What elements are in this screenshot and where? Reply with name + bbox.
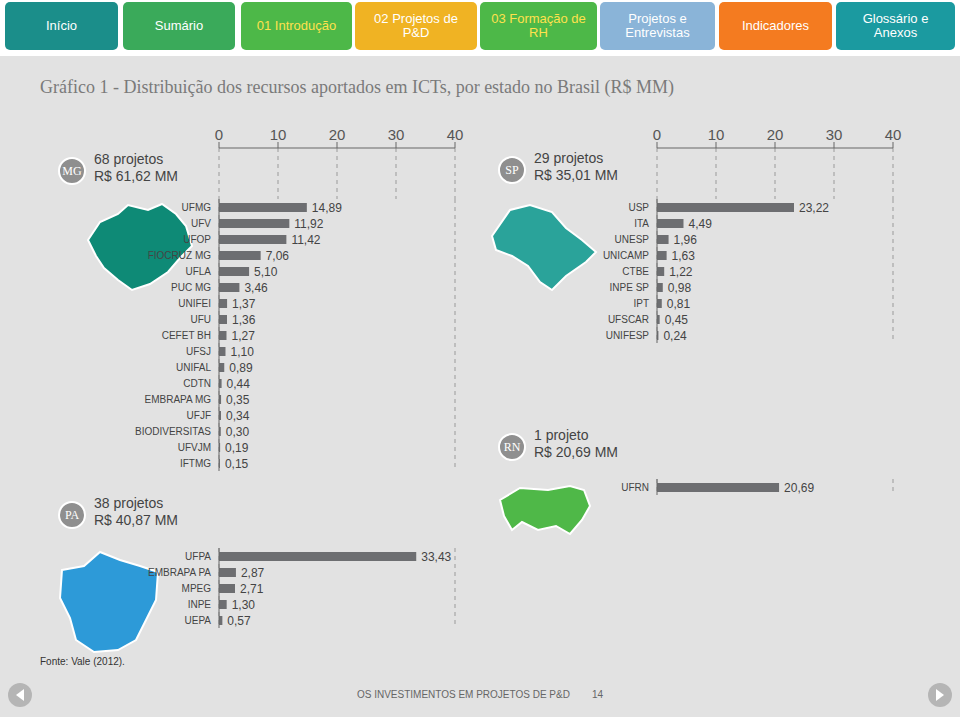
svg-text:FIOCRUZ MG: FIOCRUZ MG xyxy=(148,250,212,261)
svg-text:0,34: 0,34 xyxy=(226,409,250,423)
svg-text:0: 0 xyxy=(653,126,661,143)
svg-text:PUC MG: PUC MG xyxy=(171,282,211,293)
svg-text:UFMG: UFMG xyxy=(182,202,212,213)
svg-text:5,10: 5,10 xyxy=(254,265,278,279)
html-text:14: 14 xyxy=(591,689,604,700)
svg-text:UFSJ: UFSJ xyxy=(186,346,211,357)
svg-text:2,71: 2,71 xyxy=(240,582,264,596)
svg-text:3,46: 3,46 xyxy=(244,281,268,295)
html-text:Sumário: Sumário xyxy=(154,18,204,33)
svg-text:0,81: 0,81 xyxy=(667,297,691,311)
svg-text:1,27: 1,27 xyxy=(231,329,255,343)
html-text:Fonte: Vale (2012).: Fonte: Vale (2012). xyxy=(40,656,125,667)
html-text:R$ 35,01 MM: R$ 35,01 MM xyxy=(534,167,618,183)
html-text:R$ 61,62 MM: R$ 61,62 MM xyxy=(94,168,178,184)
svg-text:0,57: 0,57 xyxy=(227,614,251,628)
svg-text:1,10: 1,10 xyxy=(230,345,254,359)
svg-text:1,36: 1,36 xyxy=(232,313,256,327)
svg-text:MPEG: MPEG xyxy=(182,583,212,594)
svg-text:IFTMG: IFTMG xyxy=(180,458,211,469)
svg-text:0,89: 0,89 xyxy=(229,361,253,375)
svg-text:20: 20 xyxy=(767,126,784,143)
svg-text:40: 40 xyxy=(447,126,464,143)
svg-text:UFJF: UFJF xyxy=(187,410,211,421)
svg-text:UFRN: UFRN xyxy=(621,482,649,493)
svg-text:40: 40 xyxy=(885,126,902,143)
svg-text:UFVJM: UFVJM xyxy=(178,442,211,453)
svg-text:INPE: INPE xyxy=(188,599,212,610)
svg-text:BIODIVERSITAS: BIODIVERSITAS xyxy=(135,426,211,437)
svg-text:0,98: 0,98 xyxy=(668,281,692,295)
svg-text:EMBRAPA MG: EMBRAPA MG xyxy=(145,394,212,405)
svg-text:UNICAMP: UNICAMP xyxy=(603,250,649,261)
svg-text:0,15: 0,15 xyxy=(225,457,249,471)
svg-text:CDTN: CDTN xyxy=(183,378,211,389)
svg-text:CEFET BH: CEFET BH xyxy=(162,330,211,341)
html-text:RN: RN xyxy=(503,440,521,454)
html-text:38 projetos: 38 projetos xyxy=(94,495,164,511)
html-text:PA: PA xyxy=(64,508,80,522)
svg-text:11,92: 11,92 xyxy=(294,217,323,231)
svg-text:UNIFEI: UNIFEI xyxy=(178,298,211,309)
svg-text:UFSCAR: UFSCAR xyxy=(608,314,649,325)
svg-text:7,06: 7,06 xyxy=(266,249,290,263)
html-text:MG: MG xyxy=(62,164,82,178)
svg-text:UNESP: UNESP xyxy=(615,234,650,245)
svg-text:UEPA: UEPA xyxy=(185,615,212,626)
html-text:01 Introdução: 01 Introdução xyxy=(256,18,337,33)
svg-text:4,49: 4,49 xyxy=(688,217,712,231)
html-text:SP: SP xyxy=(505,163,519,177)
html-text:Início: Início xyxy=(46,18,77,33)
svg-text:0,45: 0,45 xyxy=(665,313,689,327)
svg-text:1,96: 1,96 xyxy=(674,233,698,247)
svg-text:EMBRAPA PA: EMBRAPA PA xyxy=(148,567,211,578)
svg-text:10: 10 xyxy=(270,126,287,143)
svg-text:14,89: 14,89 xyxy=(312,201,342,215)
html-text:OS INVESTIMENTOS EM PROJETOS D: OS INVESTIMENTOS EM PROJETOS DE P&D xyxy=(356,689,570,700)
svg-text:0,24: 0,24 xyxy=(663,329,687,343)
html-text:1 projeto: 1 projeto xyxy=(534,427,589,443)
svg-text:UFLA: UFLA xyxy=(185,266,211,277)
html-text:Gráfico 1 - Distribuição dos r: Gráfico 1 - Distribuição dos recursos ap… xyxy=(40,77,675,97)
svg-text:UFPA: UFPA xyxy=(185,551,211,562)
svg-text:11,42: 11,42 xyxy=(291,233,320,247)
svg-text:ITA: ITA xyxy=(634,218,649,229)
svg-text:UFU: UFU xyxy=(190,314,211,325)
svg-text:CTBE: CTBE xyxy=(622,266,649,277)
svg-text:UNIFESP: UNIFESP xyxy=(606,330,650,341)
svg-text:UNIFAL: UNIFAL xyxy=(176,362,211,373)
html-text:R$ 40,87 MM: R$ 40,87 MM xyxy=(94,512,178,528)
svg-text:33,43: 33,43 xyxy=(421,550,451,564)
svg-text:UFOP: UFOP xyxy=(183,234,211,245)
html-text:02 Projetos de P&D: 02 Projetos de P&D xyxy=(374,11,458,40)
html-text:29 projetos: 29 projetos xyxy=(534,150,604,166)
svg-text:USP: USP xyxy=(628,202,649,213)
svg-text:0,35: 0,35 xyxy=(226,393,250,407)
svg-text:1,63: 1,63 xyxy=(672,249,696,263)
svg-text:1,37: 1,37 xyxy=(232,297,256,311)
svg-text:0: 0 xyxy=(215,126,223,143)
svg-text:30: 30 xyxy=(388,126,405,143)
html-text:Indicadores: Indicadores xyxy=(741,18,810,33)
svg-text:20,69: 20,69 xyxy=(784,481,814,495)
html-text:68 projetos: 68 projetos xyxy=(94,151,164,167)
svg-text:1,22: 1,22 xyxy=(669,265,693,279)
svg-text:INPE SP: INPE SP xyxy=(610,282,650,293)
html-text:Projetos e Entrevistas: Projetos e Entrevistas xyxy=(625,11,690,40)
svg-text:20: 20 xyxy=(329,126,346,143)
html-text:03 Formação de RH: 03 Formação de RH xyxy=(491,11,586,40)
svg-text:0,30: 0,30 xyxy=(226,425,250,439)
svg-text:0,44: 0,44 xyxy=(227,377,251,391)
svg-text:30: 30 xyxy=(826,126,843,143)
svg-text:2,87: 2,87 xyxy=(241,566,265,580)
svg-text:0,19: 0,19 xyxy=(225,441,249,455)
svg-text:1,30: 1,30 xyxy=(232,598,256,612)
svg-text:IPT: IPT xyxy=(633,298,649,309)
svg-text:UFV: UFV xyxy=(191,218,211,229)
html-text:R$ 20,69 MM: R$ 20,69 MM xyxy=(534,444,618,460)
svg-text:10: 10 xyxy=(708,126,725,143)
html-text:Glossário e Anexos: Glossário e Anexos xyxy=(862,11,929,40)
svg-text:23,22: 23,22 xyxy=(799,201,829,215)
